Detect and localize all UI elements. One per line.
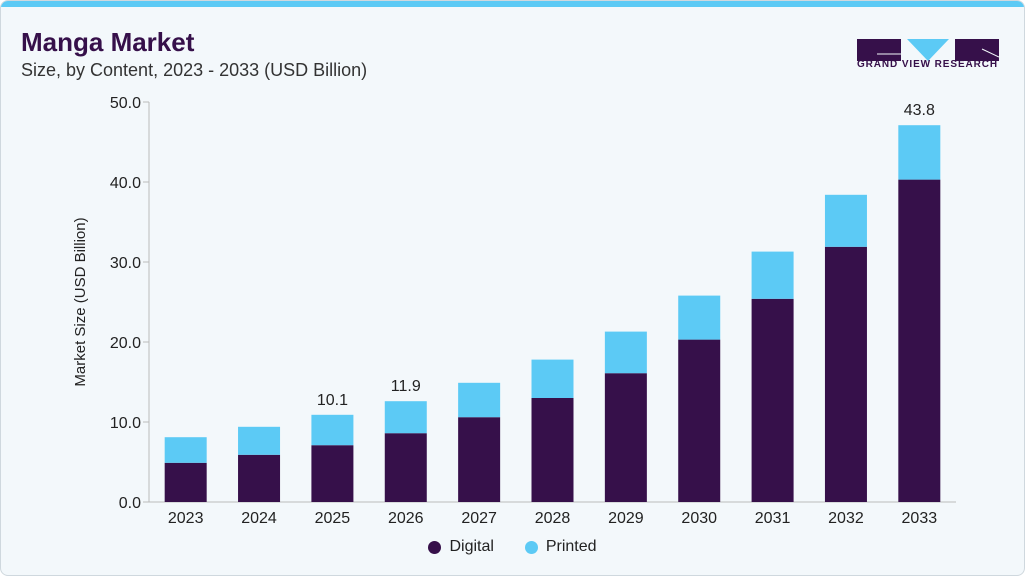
x-tick-label: 2031 [755, 510, 791, 527]
grand-view-research-logo [857, 39, 999, 61]
x-tick-label: 2032 [828, 510, 864, 527]
y-tick-label: 0.0 [119, 495, 141, 512]
legend-digital-label: Digital [449, 538, 494, 555]
y-tick-label: 30.0 [110, 255, 141, 272]
legend-digital-swatch [428, 540, 442, 554]
bar-printed-2031 [751, 251, 794, 299]
x-tick-label: 2023 [168, 510, 204, 527]
bar-printed-2023 [164, 437, 207, 463]
bar-printed-2024 [238, 426, 281, 455]
bar-printed-2032 [824, 194, 867, 247]
y-tick-label: 20.0 [110, 335, 141, 352]
chart-subtitle: Size, by Content, 2023 - 2033 (USD Billi… [21, 60, 368, 80]
bar-printed-2026 [384, 401, 427, 434]
bar-digital-2026 [384, 433, 427, 502]
bar-printed-2028 [531, 359, 574, 398]
legend: Digital Printed [1, 538, 1024, 556]
y-axis-label: Market Size (USD Billion) [72, 217, 89, 386]
logo-text: GRAND VIEW RESEARCH [857, 59, 998, 70]
bar-digital-2032 [824, 246, 867, 502]
x-tick-label: 2028 [535, 510, 571, 527]
bar-printed-2029 [604, 331, 647, 374]
chart-title: Manga Market [21, 27, 195, 57]
y-tick-label: 50.0 [110, 95, 141, 112]
bar-digital-2023 [164, 462, 207, 502]
bar-digital-2028 [531, 398, 574, 502]
x-tick-label: 2027 [461, 510, 497, 527]
bar-digital-2031 [751, 298, 794, 502]
bar-digital-2027 [458, 417, 501, 502]
bar-printed-2030 [678, 295, 721, 340]
y-tick-label: 10.0 [110, 415, 141, 432]
accent-bar [1, 1, 1024, 7]
bar-digital-2024 [238, 454, 281, 502]
x-tick-label: 2025 [315, 510, 351, 527]
x-tick-label: 2024 [241, 510, 277, 527]
legend-printed-swatch [524, 540, 538, 554]
x-tick-label: 2030 [681, 510, 717, 527]
bar-printed-2033 [898, 125, 941, 180]
x-tick-label: 2033 [902, 510, 938, 527]
bar-digital-2029 [604, 373, 647, 502]
data-label-2026: 11.9 [391, 378, 421, 395]
data-label-2033: 43.8 [904, 102, 935, 119]
bar-digital-2030 [678, 339, 721, 502]
x-tick-label: 2026 [388, 510, 424, 527]
bar-digital-2025 [311, 445, 354, 502]
bar-printed-2027 [458, 382, 501, 418]
bar-digital-2033 [898, 179, 941, 502]
x-tick-label: 2029 [608, 510, 644, 527]
legend-printed-label: Printed [545, 538, 597, 555]
y-tick-label: 40.0 [110, 175, 141, 192]
data-label-2025: 10.1 [317, 392, 348, 409]
bar-printed-2025 [311, 414, 354, 446]
